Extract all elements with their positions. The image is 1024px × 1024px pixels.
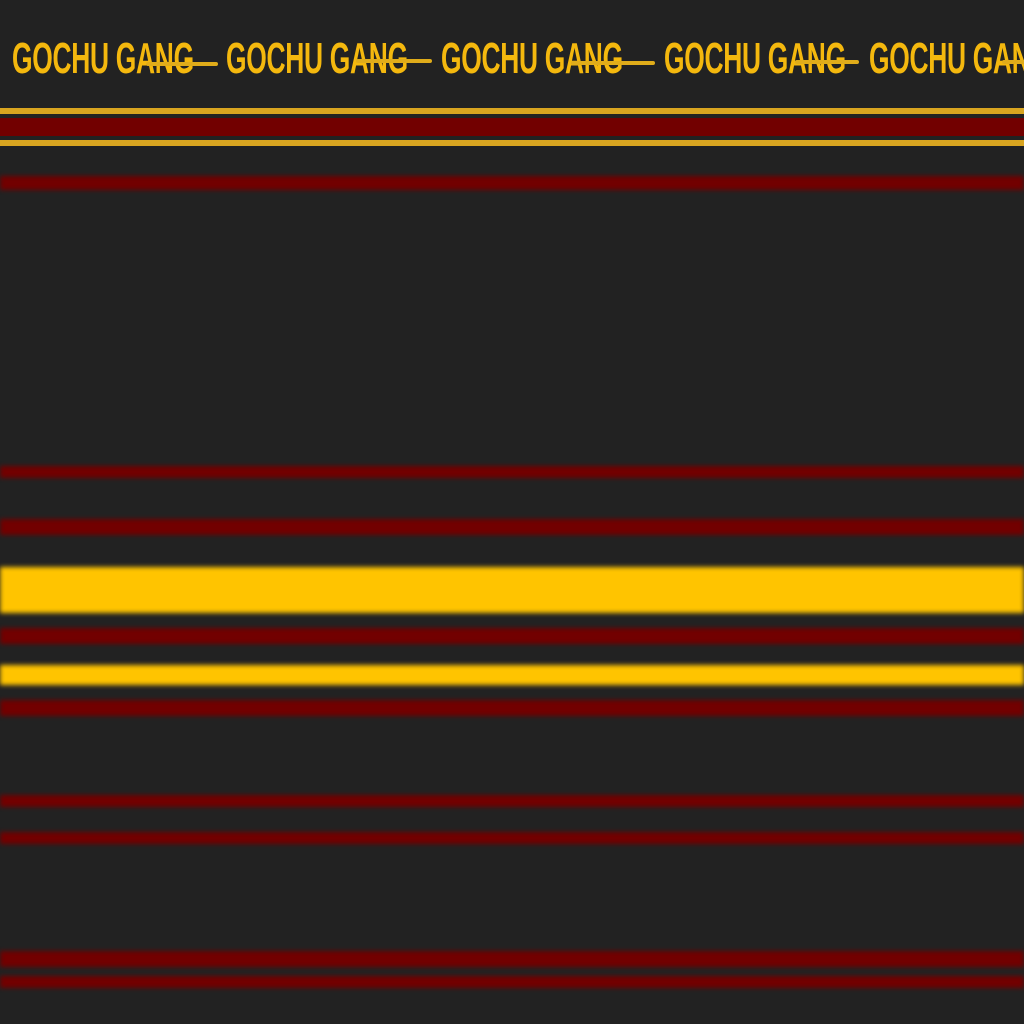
banner-text: GOCHU GANG xyxy=(226,34,408,83)
stripe-yellow xyxy=(0,567,1024,613)
stripe-red xyxy=(0,466,1024,478)
stripe-yellow xyxy=(0,665,1024,685)
banner-divider xyxy=(356,59,432,63)
banner-divider xyxy=(795,60,859,65)
banner-divider xyxy=(571,61,655,66)
stripe-red xyxy=(0,795,1024,807)
gochu-gang-banner: GOCHU GANG GOCHU GANG GOCHU GANG GOCHU G… xyxy=(0,28,1024,90)
banner-divider xyxy=(1002,60,1024,65)
banner-divider xyxy=(146,62,218,67)
stripe-red xyxy=(0,628,1024,644)
stripe-red xyxy=(0,118,1024,136)
banner-text: GOCHU GANG xyxy=(664,34,846,83)
stripe-red xyxy=(0,176,1024,190)
stripe-red xyxy=(0,519,1024,535)
stripe-gold xyxy=(0,140,1024,146)
banner-text: GOCHU GANG xyxy=(441,34,623,83)
banner-text: GOCHU GANG xyxy=(869,34,1024,83)
stripe-red xyxy=(0,976,1024,988)
stripe-red xyxy=(0,832,1024,844)
stripe-red xyxy=(0,700,1024,716)
stripe-gold xyxy=(0,108,1024,114)
stripe-red xyxy=(0,951,1024,967)
banner-text: GOCHU GANG xyxy=(12,34,194,83)
